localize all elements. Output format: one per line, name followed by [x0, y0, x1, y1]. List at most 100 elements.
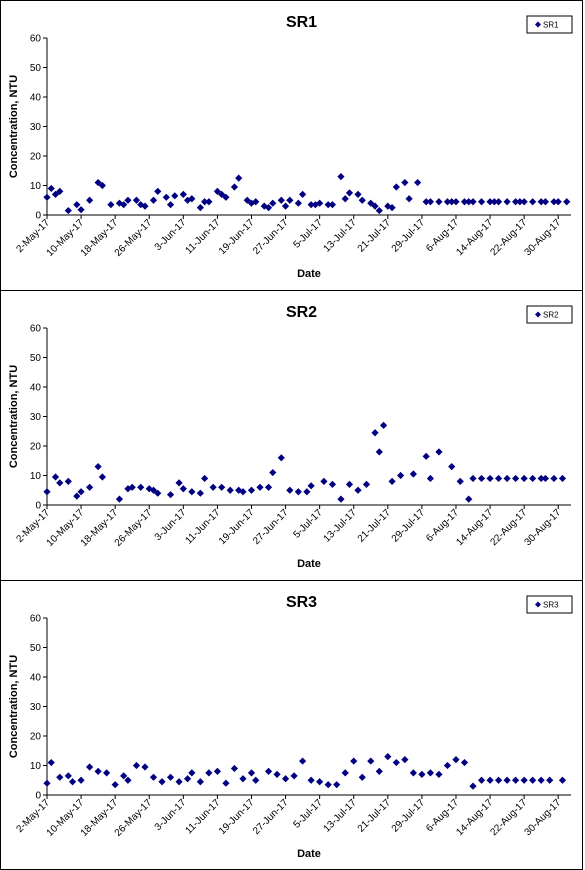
data-point [392, 758, 400, 767]
data-point [358, 773, 366, 781]
data-point [333, 781, 341, 789]
data-point [414, 178, 422, 187]
data-point [294, 199, 302, 207]
data-point [269, 468, 277, 477]
x-tick-label: 13-Jul-17 [322, 797, 360, 835]
data-point [409, 470, 417, 478]
data-point [149, 196, 158, 204]
data-point [494, 474, 503, 483]
data-point [252, 198, 260, 206]
data-point [179, 190, 187, 198]
data-point [128, 483, 136, 491]
data-point [418, 770, 426, 778]
chart-title: SR1 [286, 14, 317, 31]
data-point [86, 196, 94, 204]
data-point [64, 206, 72, 215]
data-point [409, 769, 417, 777]
data-point [456, 477, 464, 485]
x-tick-label: 21-Jul-17 [356, 797, 394, 835]
data-point [469, 474, 477, 483]
data-point [286, 486, 294, 494]
x-tick-label: 27-Jun-17 [251, 797, 291, 837]
data-point [469, 198, 477, 206]
legend-box [526, 595, 573, 614]
data-point [460, 198, 469, 206]
data-point [350, 757, 358, 765]
x-tick-label: 26-May-17 [113, 797, 155, 839]
data-point [98, 181, 106, 190]
data-point [460, 758, 469, 767]
data-point [520, 474, 528, 483]
data-point [269, 199, 277, 207]
data-point [328, 480, 337, 488]
data-point [175, 778, 183, 786]
data-point [235, 174, 243, 182]
data-point [362, 480, 371, 488]
data-point [448, 198, 456, 206]
data-point [320, 477, 328, 485]
data-point [324, 201, 332, 209]
data-point [166, 773, 175, 781]
x-axis-title: Date [297, 848, 321, 860]
data-point [205, 198, 213, 206]
data-point [132, 761, 141, 770]
data-point [247, 486, 256, 494]
data-point [222, 193, 230, 201]
data-point [218, 190, 226, 198]
legend: SR2 [526, 305, 573, 324]
data-point [477, 198, 486, 206]
data-point [341, 195, 349, 203]
data-point [452, 756, 460, 764]
data-point [196, 489, 204, 497]
legend: SR1 [526, 15, 573, 34]
data-point [435, 770, 443, 778]
y-tick-label: 60 [30, 324, 42, 335]
data-point [77, 488, 85, 496]
data-point [392, 183, 400, 191]
data-point [43, 488, 51, 496]
x-tick-label: 19-Jun-17 [217, 507, 257, 547]
y-tick-label: 40 [30, 673, 42, 684]
data-point [196, 778, 204, 786]
x-tick-label: 29-Jul-17 [390, 797, 428, 835]
y-axis-title: Concentration, NTU [8, 75, 20, 178]
data-point [120, 201, 128, 209]
y-tick-label: 30 [30, 412, 42, 423]
x-tick-label: 27-Jun-17 [251, 507, 291, 547]
data-point [316, 778, 324, 786]
data-point [558, 474, 567, 483]
data-point [256, 483, 264, 491]
data-point [281, 775, 290, 783]
data-point [426, 769, 435, 777]
data-point [218, 483, 226, 491]
data-point [405, 195, 413, 203]
data-point [166, 201, 175, 209]
data-point [201, 198, 209, 206]
y-tick-label: 60 [30, 34, 42, 45]
data-point [307, 776, 315, 784]
data-point [196, 204, 204, 212]
data-point [503, 198, 511, 206]
y-tick-label: 40 [30, 383, 42, 394]
x-tick-label: 29-Jul-17 [390, 217, 428, 255]
data-point [529, 474, 537, 483]
data-point [103, 769, 111, 777]
data-point [56, 773, 64, 781]
data-point [345, 480, 354, 488]
data-point [307, 482, 315, 490]
data-point [401, 178, 409, 187]
data-point [64, 772, 72, 780]
data-point [124, 776, 132, 784]
y-tick-label: 10 [30, 471, 42, 482]
data-point [137, 483, 145, 491]
data-point [222, 779, 230, 787]
y-tick-label: 50 [30, 353, 42, 364]
data-point [490, 198, 498, 206]
x-tick-label: 30-Aug-17 [523, 797, 564, 838]
x-tick-label: 13-Jul-17 [322, 217, 360, 255]
legend-label: SR1 [543, 21, 559, 30]
data-point [252, 776, 260, 784]
